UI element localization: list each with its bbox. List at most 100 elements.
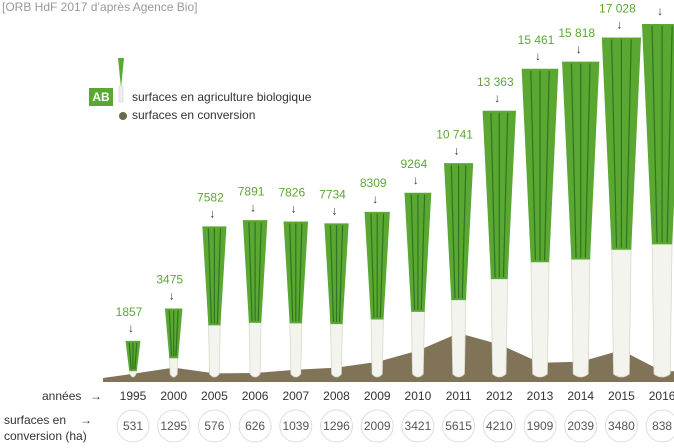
leek-stem xyxy=(651,236,673,378)
leek-vein xyxy=(502,112,509,278)
value-arrow: ↓ xyxy=(291,202,297,216)
value-arrow: ↓ xyxy=(250,200,256,214)
legend-leek xyxy=(118,58,124,88)
arrow: → xyxy=(80,413,92,427)
value-arrow: ↓ xyxy=(535,49,541,63)
legend-organic: surfaces en agriculture biologique xyxy=(132,90,312,104)
conversion-value: 2009 xyxy=(364,419,391,433)
conversion-circle xyxy=(238,409,272,443)
conversion-value: 2039 xyxy=(567,419,594,433)
conversion-circle xyxy=(482,409,516,443)
leek xyxy=(641,24,674,378)
conversion-circle xyxy=(197,409,231,443)
leek xyxy=(364,211,390,378)
value-label: 17 7 xyxy=(646,0,670,2)
leek-vein xyxy=(379,213,385,318)
leek-vein xyxy=(134,342,138,370)
arrow: → xyxy=(90,389,102,403)
leek-vein xyxy=(216,228,222,324)
x-tick-label: 2014 xyxy=(567,389,594,403)
leek-vein xyxy=(257,222,262,321)
leek-stem xyxy=(329,315,344,378)
leek-stem xyxy=(611,241,632,378)
leek-vein xyxy=(128,342,132,370)
leek-leaves xyxy=(641,24,674,245)
conversion-value: 1909 xyxy=(527,419,554,433)
value-arrow: ↓ xyxy=(454,143,460,157)
conversion-circle xyxy=(116,409,150,443)
value-arrow: ↓ xyxy=(169,289,175,303)
leek-stem xyxy=(207,316,221,378)
conversion-circle xyxy=(360,409,394,443)
x-tick-label: 2010 xyxy=(405,389,432,403)
leek xyxy=(125,340,141,378)
conversion-value: 3480 xyxy=(608,419,635,433)
leek-vein xyxy=(298,223,303,322)
legend-dot xyxy=(119,112,127,120)
leek-vein xyxy=(610,39,618,248)
conversion-circle xyxy=(279,409,313,443)
leek xyxy=(521,68,559,378)
conversion-label: surfaces en xyxy=(4,413,66,427)
conversion-circle xyxy=(604,409,638,443)
value-arrow: ↓ xyxy=(657,4,663,18)
x-tick-label: 2013 xyxy=(527,389,554,403)
leek xyxy=(242,220,268,378)
leek-stem xyxy=(248,314,262,378)
value-label: 7891 xyxy=(238,184,265,198)
leek xyxy=(562,61,600,378)
legend-conversion: surfaces en conversion xyxy=(132,108,255,122)
value-label: 9264 xyxy=(401,157,428,171)
conversion-circle xyxy=(645,409,674,443)
leek-vein xyxy=(168,310,173,357)
x-tick-label: 2011 xyxy=(446,389,472,403)
leek-vein xyxy=(461,165,467,299)
leek-vein xyxy=(370,213,375,318)
value-arrow: ↓ xyxy=(209,207,215,221)
leek-vein xyxy=(584,63,591,258)
leek-vein xyxy=(207,228,212,324)
x-tick-label: 2005 xyxy=(201,389,228,403)
leek-stem xyxy=(370,311,384,378)
logo-box xyxy=(89,88,113,106)
value-label: 3475 xyxy=(156,273,183,287)
leek-stem xyxy=(530,253,550,378)
x-tick-label: 2000 xyxy=(160,389,187,403)
conversion-value: 1296 xyxy=(323,419,350,433)
leek-stem xyxy=(490,270,509,378)
value-arrow: ↓ xyxy=(616,18,622,32)
x-label: années xyxy=(42,389,81,403)
conversion-value: 5615 xyxy=(445,419,472,433)
x-tick-label: 2012 xyxy=(486,389,513,403)
conversion-value: 838 xyxy=(652,419,672,433)
conversion-circle xyxy=(442,409,476,443)
value-label: 8309 xyxy=(360,176,387,190)
x-tick-label: 2009 xyxy=(364,389,391,403)
value-label: 13 363 xyxy=(477,75,514,89)
x-tick-label: 2007 xyxy=(282,389,309,403)
leek-stem xyxy=(450,291,467,378)
value-label: 7734 xyxy=(319,187,346,201)
leek-vein xyxy=(651,25,658,243)
leek-vein xyxy=(450,165,456,299)
leek xyxy=(324,223,349,378)
conversion-value: 1039 xyxy=(282,419,309,433)
value-label: 15 461 xyxy=(518,33,555,47)
x-tick-label: 1995 xyxy=(120,389,147,403)
conversion-value: 4210 xyxy=(486,419,513,433)
logo-text: AB xyxy=(92,90,110,104)
value-arrow: ↓ xyxy=(128,321,134,335)
conversion-value: 626 xyxy=(245,419,265,433)
value-label: 1857 xyxy=(116,305,143,319)
value-arrow: ↓ xyxy=(413,173,419,187)
leek-vein xyxy=(248,222,253,321)
value-arrow: ↓ xyxy=(372,192,378,206)
leek-vein xyxy=(420,194,426,310)
conversion-circle xyxy=(564,409,598,443)
value-label: 7826 xyxy=(278,186,305,200)
leek-vein xyxy=(530,70,537,261)
value-arrow: ↓ xyxy=(332,203,338,217)
value-label: 17 028 xyxy=(599,2,636,16)
legend-leek-stem xyxy=(118,85,124,103)
